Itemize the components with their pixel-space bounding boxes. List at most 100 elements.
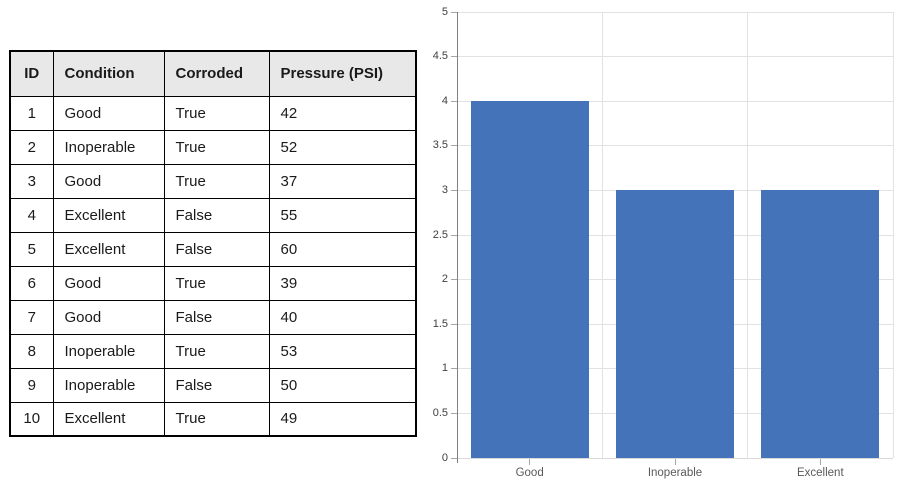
table-cell: False bbox=[163, 197, 270, 233]
table-row: 1 Good True 42 bbox=[9, 95, 417, 131]
table-cell: Inoperable bbox=[52, 367, 165, 403]
table-cell: Good bbox=[52, 265, 165, 301]
table-cell: Good bbox=[52, 163, 165, 199]
y-axis-tick bbox=[451, 412, 457, 414]
y-axis-tick bbox=[451, 234, 457, 236]
table-row: 8 Inoperable True 53 bbox=[9, 333, 417, 369]
table-cell: 55 bbox=[268, 197, 417, 233]
column-header: Corroded bbox=[163, 50, 270, 97]
table-cell: True bbox=[163, 265, 270, 301]
y-axis-tick bbox=[451, 279, 457, 281]
table-cell: True bbox=[163, 401, 270, 437]
table-cell: 1 bbox=[9, 95, 54, 131]
y-axis-tick bbox=[451, 368, 457, 370]
table-row: 7 Good False 40 bbox=[9, 299, 417, 335]
y-tick-label: 3 bbox=[441, 183, 448, 196]
y-axis-tick bbox=[451, 56, 457, 58]
bar-chart: 0 0.5 1 1.5 2 2.5 3 3.5 4 4.5 5 Good Inoperable Excel… bbox=[420, 0, 904, 487]
x-axis-line bbox=[457, 458, 893, 459]
y-axis-tick bbox=[451, 457, 457, 459]
y-tick-label: 1 bbox=[441, 362, 448, 375]
column-header: Condition bbox=[52, 50, 165, 97]
table-cell: 9 bbox=[9, 367, 54, 403]
vertical-gridline bbox=[892, 12, 894, 458]
table-cell: 52 bbox=[268, 129, 417, 165]
table-cell: Inoperable bbox=[52, 333, 165, 369]
table-cell: 6 bbox=[9, 265, 54, 301]
horizontal-gridline bbox=[457, 11, 893, 13]
table-row: 10 Excellent True 49 bbox=[9, 401, 417, 437]
y-tick-label: 3.5 bbox=[432, 139, 448, 152]
table-cell: False bbox=[163, 231, 270, 267]
horizontal-gridline bbox=[457, 145, 893, 147]
y-axis-tick bbox=[451, 145, 457, 147]
table-body: 1 Good True 42 2 Inoperable True 52 3 Good True 37 4… bbox=[9, 95, 417, 437]
y-tick-label: 0.5 bbox=[432, 406, 448, 419]
table-cell: Inoperable bbox=[52, 129, 165, 165]
table-cell: 8 bbox=[9, 333, 54, 369]
table-cell: 5 bbox=[9, 231, 54, 267]
y-tick-label: 4 bbox=[441, 94, 448, 107]
table-row: 9 Inoperable False 50 bbox=[9, 367, 417, 403]
bar bbox=[761, 190, 880, 458]
column-header: ID bbox=[9, 50, 54, 97]
table-header-row: ID Condition Corroded Pressure (PSI) bbox=[9, 50, 417, 97]
y-tick-label: 4.5 bbox=[432, 50, 448, 63]
x-tick-label: Good bbox=[515, 467, 544, 479]
x-axis-tick bbox=[819, 459, 821, 465]
vertical-gridline bbox=[747, 12, 749, 458]
horizontal-gridline bbox=[457, 56, 893, 58]
table-cell: Good bbox=[52, 299, 165, 335]
vertical-gridline bbox=[601, 12, 603, 458]
table-cell: True bbox=[163, 163, 270, 199]
table-cell: True bbox=[163, 129, 270, 165]
y-tick-label: 1.5 bbox=[432, 317, 448, 330]
table-cell: Excellent bbox=[52, 197, 165, 233]
table-cell: 39 bbox=[268, 265, 417, 301]
table-cell: 4 bbox=[9, 197, 54, 233]
x-tick-label: Excellent bbox=[796, 467, 844, 479]
x-axis-tick bbox=[674, 459, 676, 465]
table-cell: 53 bbox=[268, 333, 417, 369]
y-tick-label: 0 bbox=[441, 451, 448, 464]
y-axis-line bbox=[456, 12, 458, 463]
table-header: ID Condition Corroded Pressure (PSI) bbox=[9, 50, 417, 97]
bar bbox=[616, 190, 734, 458]
y-tick-label: 5 bbox=[441, 5, 448, 18]
bar bbox=[470, 101, 589, 458]
table-row: 6 Good True 39 bbox=[9, 265, 417, 301]
y-axis-tick bbox=[451, 323, 457, 325]
y-tick-label: 2.5 bbox=[432, 228, 448, 241]
table-cell: 49 bbox=[268, 401, 417, 437]
horizontal-gridline bbox=[457, 100, 893, 102]
y-tick-label: 2 bbox=[441, 273, 448, 286]
y-axis-tick bbox=[451, 100, 457, 102]
column-header: Pressure (PSI) bbox=[268, 50, 417, 97]
table-cell: 37 bbox=[268, 163, 417, 199]
table-cell: 60 bbox=[268, 231, 417, 267]
x-axis-tick bbox=[529, 459, 531, 465]
data-table: ID Condition Corroded Pressure (PSI) 1 Good T… bbox=[9, 50, 417, 437]
table-row: 5 Excellent False 60 bbox=[9, 231, 417, 267]
table-cell: 7 bbox=[9, 299, 54, 335]
table-cell: 42 bbox=[268, 95, 417, 131]
table-cell: False bbox=[163, 299, 270, 335]
x-tick-label: Inoperable bbox=[647, 467, 703, 479]
y-axis-tick bbox=[451, 11, 457, 13]
table-cell: Excellent bbox=[52, 401, 165, 437]
table-cell: True bbox=[163, 95, 270, 131]
table-row: 4 Excellent False 55 bbox=[9, 197, 417, 233]
table-cell: 2 bbox=[9, 129, 54, 165]
y-axis-tick bbox=[451, 189, 457, 191]
table-row: 3 Good True 37 bbox=[9, 163, 417, 199]
table-row: 2 Inoperable True 52 bbox=[9, 129, 417, 165]
table-cell: Good bbox=[52, 95, 165, 131]
table-cell: 10 bbox=[9, 401, 54, 437]
table-cell: Excellent bbox=[52, 231, 165, 267]
table-cell: 3 bbox=[9, 163, 54, 199]
table-cell: True bbox=[163, 333, 270, 369]
table-cell: 50 bbox=[268, 367, 417, 403]
table-cell: False bbox=[163, 367, 270, 403]
table-cell: 40 bbox=[268, 299, 417, 335]
